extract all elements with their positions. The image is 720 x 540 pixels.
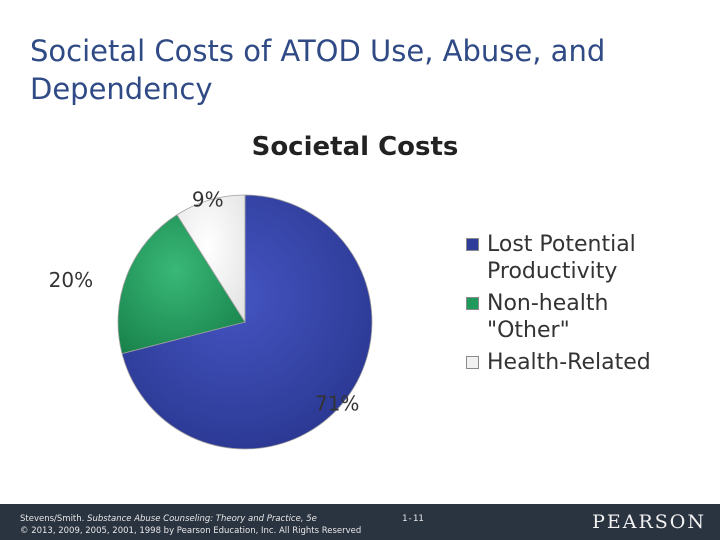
label-lost-productivity-pct: 71% bbox=[315, 391, 359, 415]
pearson-logo: PEARSON bbox=[592, 511, 706, 533]
footer-credit-book: Substance Abuse Counseling: Theory and P… bbox=[87, 514, 317, 524]
label-non-health-other-pct: 20% bbox=[49, 268, 93, 292]
legend-label-health-related: Health-Related bbox=[487, 350, 651, 375]
slice-lost-productivity bbox=[121, 194, 373, 450]
legend-label-non-health-other: Non-health "Other" bbox=[487, 291, 609, 343]
legend-item-non-health-other: Non-health "Other" bbox=[466, 290, 706, 344]
legend-item-lost-productivity: Lost Potential Productivity bbox=[466, 231, 706, 285]
slice-non-health-other bbox=[117, 214, 246, 355]
legend-swatch-non-health-other bbox=[466, 297, 479, 310]
pie-chart: 71% 20% 9% bbox=[49, 188, 373, 450]
page-number: 1-11 bbox=[402, 514, 424, 524]
chart-legend: Lost Potential Productivity Non-health "… bbox=[466, 231, 706, 381]
footer-credit-copyright: © 2013, 2009, 2005, 2001, 1998 by Pearso… bbox=[20, 526, 362, 536]
slide-title: Societal Costs of ATOD Use, Abuse, and D… bbox=[30, 34, 606, 106]
footer-credit: Stevens/Smith. Substance Abuse Counselin… bbox=[20, 513, 361, 537]
label-health-related-pct: 9% bbox=[192, 188, 224, 212]
legend-label-lost-productivity: Lost Potential Productivity bbox=[487, 232, 636, 284]
legend-item-health-related: Health-Related bbox=[466, 349, 706, 376]
legend-swatch-health-related bbox=[466, 356, 479, 369]
footer-bar: Stevens/Smith. Substance Abuse Counselin… bbox=[0, 504, 720, 540]
chart-title: Societal Costs bbox=[251, 132, 459, 162]
legend-swatch-lost-productivity bbox=[466, 238, 479, 251]
footer-credit-authors: Stevens/Smith. bbox=[20, 514, 88, 524]
slice-health-related bbox=[176, 194, 246, 324]
